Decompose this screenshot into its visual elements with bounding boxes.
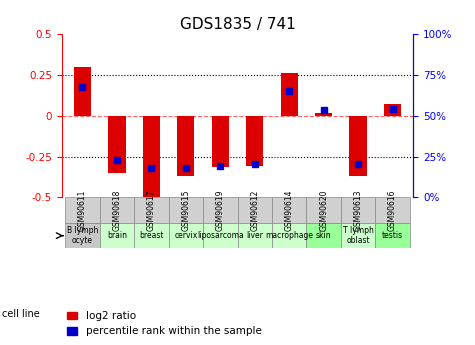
Bar <box>384 104 401 116</box>
Bar <box>212 116 229 167</box>
Text: B lymph
ocyte: B lymph ocyte <box>67 226 98 245</box>
Title: GDS1835 / 741: GDS1835 / 741 <box>180 17 295 32</box>
FancyBboxPatch shape <box>169 223 203 248</box>
FancyBboxPatch shape <box>203 197 238 223</box>
Text: GSM90616: GSM90616 <box>388 189 397 231</box>
Text: GSM90611: GSM90611 <box>78 189 87 231</box>
FancyBboxPatch shape <box>65 197 100 223</box>
FancyBboxPatch shape <box>238 197 272 223</box>
Bar <box>315 113 332 116</box>
Text: T lymph
oblast: T lymph oblast <box>342 226 373 245</box>
FancyBboxPatch shape <box>100 223 134 248</box>
FancyBboxPatch shape <box>134 223 169 248</box>
FancyBboxPatch shape <box>306 197 341 223</box>
Text: liposarcoma: liposarcoma <box>197 231 244 240</box>
Text: GSM90618: GSM90618 <box>113 189 122 231</box>
FancyBboxPatch shape <box>100 197 134 223</box>
Bar <box>350 116 367 176</box>
FancyBboxPatch shape <box>341 197 375 223</box>
FancyBboxPatch shape <box>238 223 272 248</box>
FancyBboxPatch shape <box>272 197 306 223</box>
FancyBboxPatch shape <box>203 223 238 248</box>
FancyBboxPatch shape <box>375 223 410 248</box>
Bar <box>177 116 194 176</box>
Text: GSM90613: GSM90613 <box>353 189 362 231</box>
Bar <box>108 116 125 173</box>
Text: GSM90617: GSM90617 <box>147 189 156 231</box>
Bar <box>142 116 160 197</box>
Text: GSM90614: GSM90614 <box>285 189 294 231</box>
FancyBboxPatch shape <box>169 197 203 223</box>
Text: breast: breast <box>139 231 163 240</box>
FancyBboxPatch shape <box>134 197 169 223</box>
Legend: log2 ratio, percentile rank within the sample: log2 ratio, percentile rank within the s… <box>67 311 262 336</box>
Text: GSM90612: GSM90612 <box>250 189 259 231</box>
FancyBboxPatch shape <box>65 223 100 248</box>
Bar <box>281 73 298 116</box>
Bar <box>246 116 263 166</box>
Text: liver: liver <box>247 231 263 240</box>
Text: macrophage: macrophage <box>265 231 313 240</box>
Text: cervix: cervix <box>174 231 198 240</box>
Text: testis: testis <box>382 231 403 240</box>
Text: brain: brain <box>107 231 127 240</box>
Text: skin: skin <box>316 231 332 240</box>
Bar <box>74 67 91 116</box>
Text: GSM90615: GSM90615 <box>181 189 190 231</box>
Text: GSM90619: GSM90619 <box>216 189 225 231</box>
FancyBboxPatch shape <box>272 223 306 248</box>
FancyBboxPatch shape <box>341 223 375 248</box>
Text: GSM90620: GSM90620 <box>319 189 328 231</box>
Text: cell line: cell line <box>2 309 40 319</box>
FancyBboxPatch shape <box>306 223 341 248</box>
FancyBboxPatch shape <box>375 197 410 223</box>
